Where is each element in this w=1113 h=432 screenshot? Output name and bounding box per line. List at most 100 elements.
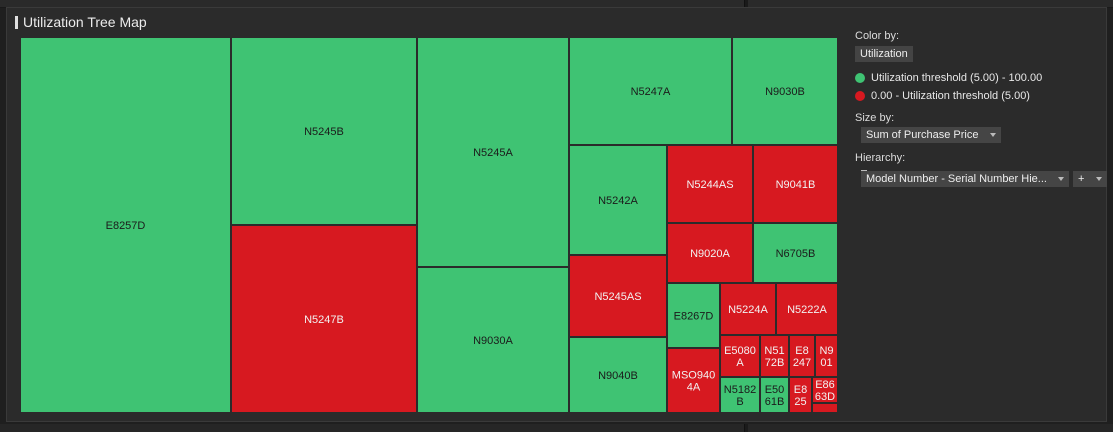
- treemap-cell-rect[interactable]: [720, 335, 760, 377]
- treemap-cell-n9030a[interactable]: N9030A: [417, 267, 569, 413]
- size-by-value: Sum of Purchase Price: [866, 129, 979, 141]
- treemap-cell-n5224a[interactable]: N5224A: [720, 283, 776, 335]
- treemap-cell-n9030b[interactable]: N9030B: [732, 37, 838, 145]
- treemap-cell-label: N5224A: [728, 304, 768, 316]
- treemap-cell-n5244as[interactable]: N5244AS: [667, 145, 753, 223]
- size-by-label: Size by:: [855, 112, 895, 124]
- treemap-cell-n5222a[interactable]: N5222A: [776, 283, 838, 335]
- treemap-cell-label: N5247B: [304, 314, 344, 326]
- treemap-cell-rect[interactable]: [720, 283, 776, 335]
- bottom-strip-left: [0, 424, 745, 432]
- treemap-cell-rect[interactable]: [815, 335, 838, 377]
- treemap-cell-n9041b[interactable]: N9041B: [753, 145, 838, 223]
- treemap-cell-n5182b[interactable]: N5182 B: [720, 377, 760, 413]
- treemap-cell-label: E8267D: [674, 311, 714, 323]
- treemap-cell-n5247a[interactable]: N5247A: [569, 37, 732, 145]
- treemap-cell-rect[interactable]: [569, 255, 667, 337]
- treemap-cell-label: N5242A: [598, 195, 638, 207]
- treemap-cell-rect[interactable]: [231, 37, 417, 225]
- hierarchy-dropdown[interactable]: Model Number - Serial Number Hie...: [861, 171, 1069, 187]
- treemap-cell-label: N5245AS: [594, 291, 641, 303]
- treemap-chart[interactable]: E8257D N5245B N5247B N5245A N9030A N5247A N903…: [20, 37, 838, 413]
- treemap-cell-label: N9020A: [690, 248, 730, 260]
- legend-above-label: Utilization threshold (5.00) - 100.00: [871, 72, 1043, 84]
- panel-title: Utilization Tree Map: [15, 14, 147, 30]
- treemap-cell-rect[interactable]: [417, 267, 569, 413]
- chevron-down-icon: [1058, 177, 1064, 181]
- legend-item-below[interactable]: 0.00 - Utilization threshold (5.00): [855, 90, 1030, 102]
- bottom-strip: [0, 424, 1113, 432]
- treemap-cell-n5245as[interactable]: N5245AS: [569, 255, 667, 337]
- treemap-cell-rect[interactable]: [569, 37, 732, 145]
- size-by-dropdown[interactable]: Sum of Purchase Price: [861, 127, 1001, 143]
- treemap-cell-n5245b[interactable]: N5245B: [231, 37, 417, 225]
- treemap-cell-n5242a[interactable]: N5242A: [569, 145, 667, 255]
- treemap-cell-e5080a[interactable]: E5080 A: [720, 335, 760, 377]
- title-bar-icon: [15, 15, 18, 29]
- treemap-cell-label: E86 63D: [815, 379, 835, 403]
- top-strip-right: [748, 0, 1113, 7]
- treemap-cell-rect[interactable]: [789, 335, 815, 377]
- treemap-cell-e825[interactable]: E8 25: [789, 377, 812, 413]
- treemap-cell-label: N9030A: [473, 335, 513, 347]
- treemap-cell-label: E8 25: [794, 384, 807, 408]
- treemap-cell-n901[interactable]: N9 01: [815, 335, 838, 377]
- treemap-cell-e8257d[interactable]: E8257D: [20, 37, 231, 413]
- hierarchy-value: Model Number - Serial Number Hie...: [866, 173, 1047, 185]
- treemap-panel: Utilization Tree Map E8257D N5245B N5247B N…: [6, 7, 1107, 422]
- treemap-cell-n5247b[interactable]: N5247B: [231, 225, 417, 413]
- legend-below-label: 0.00 - Utilization threshold (5.00): [871, 90, 1030, 102]
- treemap-cell-rect[interactable]: [667, 145, 753, 223]
- treemap-cell-unlabeled[interactable]: [812, 403, 838, 413]
- treemap-cell-rect[interactable]: [569, 337, 667, 413]
- treemap-cell-rect[interactable]: [20, 37, 231, 413]
- treemap-svg[interactable]: E8257D N5245B N5247B N5245A N9030A N5247A N903…: [20, 37, 838, 413]
- treemap-cell-label: N5245B: [304, 126, 344, 138]
- treemap-cell-e8663d[interactable]: E86 63D: [812, 377, 838, 404]
- treemap-cell-rect[interactable]: [760, 335, 789, 377]
- treemap-cell-rect[interactable]: [789, 377, 812, 413]
- treemap-cell-n5245a[interactable]: N5245A: [417, 37, 569, 267]
- treemap-cell-label: N51 72B: [764, 345, 784, 369]
- treemap-cell-rect[interactable]: [753, 223, 838, 283]
- treemap-cell-label: N5244AS: [686, 179, 733, 191]
- bottom-strip-right: [748, 424, 1113, 432]
- treemap-cell-label: MSO940 4A: [672, 370, 715, 394]
- treemap-cell-label: N9030B: [765, 86, 805, 98]
- treemap-cell-rect[interactable]: [417, 37, 569, 267]
- color-by-label: Color by:: [855, 30, 900, 42]
- treemap-cell-rect[interactable]: [569, 145, 667, 255]
- treemap-cell-rect[interactable]: [231, 225, 417, 413]
- legend-dot-red-icon: [855, 91, 865, 101]
- top-strip-left: [0, 0, 745, 7]
- treemap-cell-mso9404a[interactable]: MSO940 4A: [667, 348, 720, 413]
- treemap-cell-rect[interactable]: [753, 145, 838, 223]
- treemap-cell-rect[interactable]: [667, 223, 753, 283]
- treemap-cell-rect[interactable]: [732, 37, 838, 145]
- treemap-cell-rect[interactable]: [667, 348, 720, 413]
- treemap-cell-label: N6705B: [776, 248, 816, 260]
- treemap-cell-e5061b[interactable]: E50 61B: [760, 377, 789, 413]
- treemap-cell-rect[interactable]: [760, 377, 789, 413]
- legend-item-above[interactable]: Utilization threshold (5.00) - 100.00: [855, 72, 1042, 84]
- plus-icon: +: [1078, 173, 1085, 185]
- treemap-cell-rect[interactable]: [812, 377, 838, 403]
- treemap-cell-rect[interactable]: [812, 403, 838, 413]
- treemap-cell-e8267d[interactable]: E8267D: [667, 283, 720, 348]
- add-hierarchy-button[interactable]: +: [1073, 171, 1107, 187]
- treemap-cell-label: E8 247: [793, 345, 811, 369]
- treemap-cell-n9040b[interactable]: N9040B: [569, 337, 667, 413]
- color-by-chip[interactable]: Utilization: [855, 46, 913, 62]
- treemap-cell-n5172b[interactable]: N51 72B: [760, 335, 789, 377]
- treemap-cell-e8247[interactable]: E8 247: [789, 335, 815, 377]
- treemap-cell-n6705b[interactable]: N6705B: [753, 223, 838, 283]
- treemap-cell-label: N5182 B: [724, 384, 756, 408]
- treemap-cell-rect[interactable]: [720, 377, 760, 413]
- treemap-cell-label: N9041B: [776, 179, 816, 191]
- treemap-cell-label: E8257D: [106, 220, 146, 232]
- treemap-cell-n9020a[interactable]: N9020A: [667, 223, 753, 283]
- chevron-down-icon: [1096, 177, 1102, 181]
- treemap-cell-rect[interactable]: [776, 283, 838, 335]
- panel-title-text: Utilization Tree Map: [23, 14, 147, 30]
- treemap-cell-rect[interactable]: [667, 283, 720, 348]
